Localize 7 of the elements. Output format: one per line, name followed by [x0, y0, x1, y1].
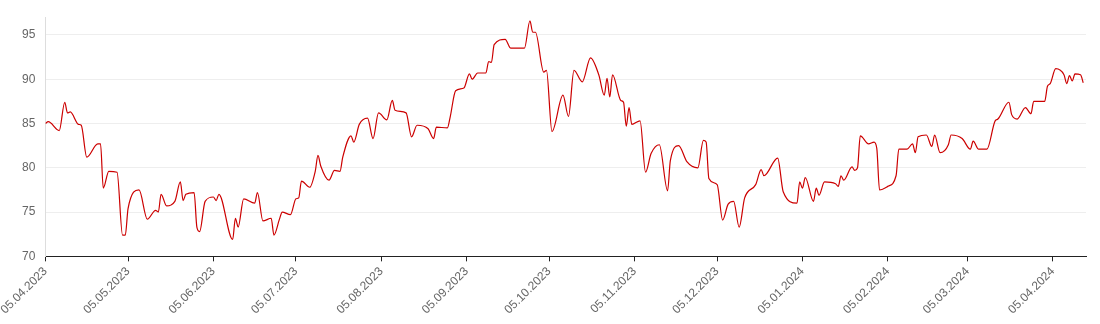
- y-tick-label: 95: [22, 27, 36, 42]
- y-tick-label: 75: [22, 204, 36, 219]
- y-tick-label: 70: [22, 248, 36, 263]
- line-series: [45, 20, 1084, 241]
- y-tick-label: 90: [22, 71, 36, 86]
- y-tick-label: 85: [22, 115, 36, 130]
- y-tick-label: 80: [22, 160, 36, 175]
